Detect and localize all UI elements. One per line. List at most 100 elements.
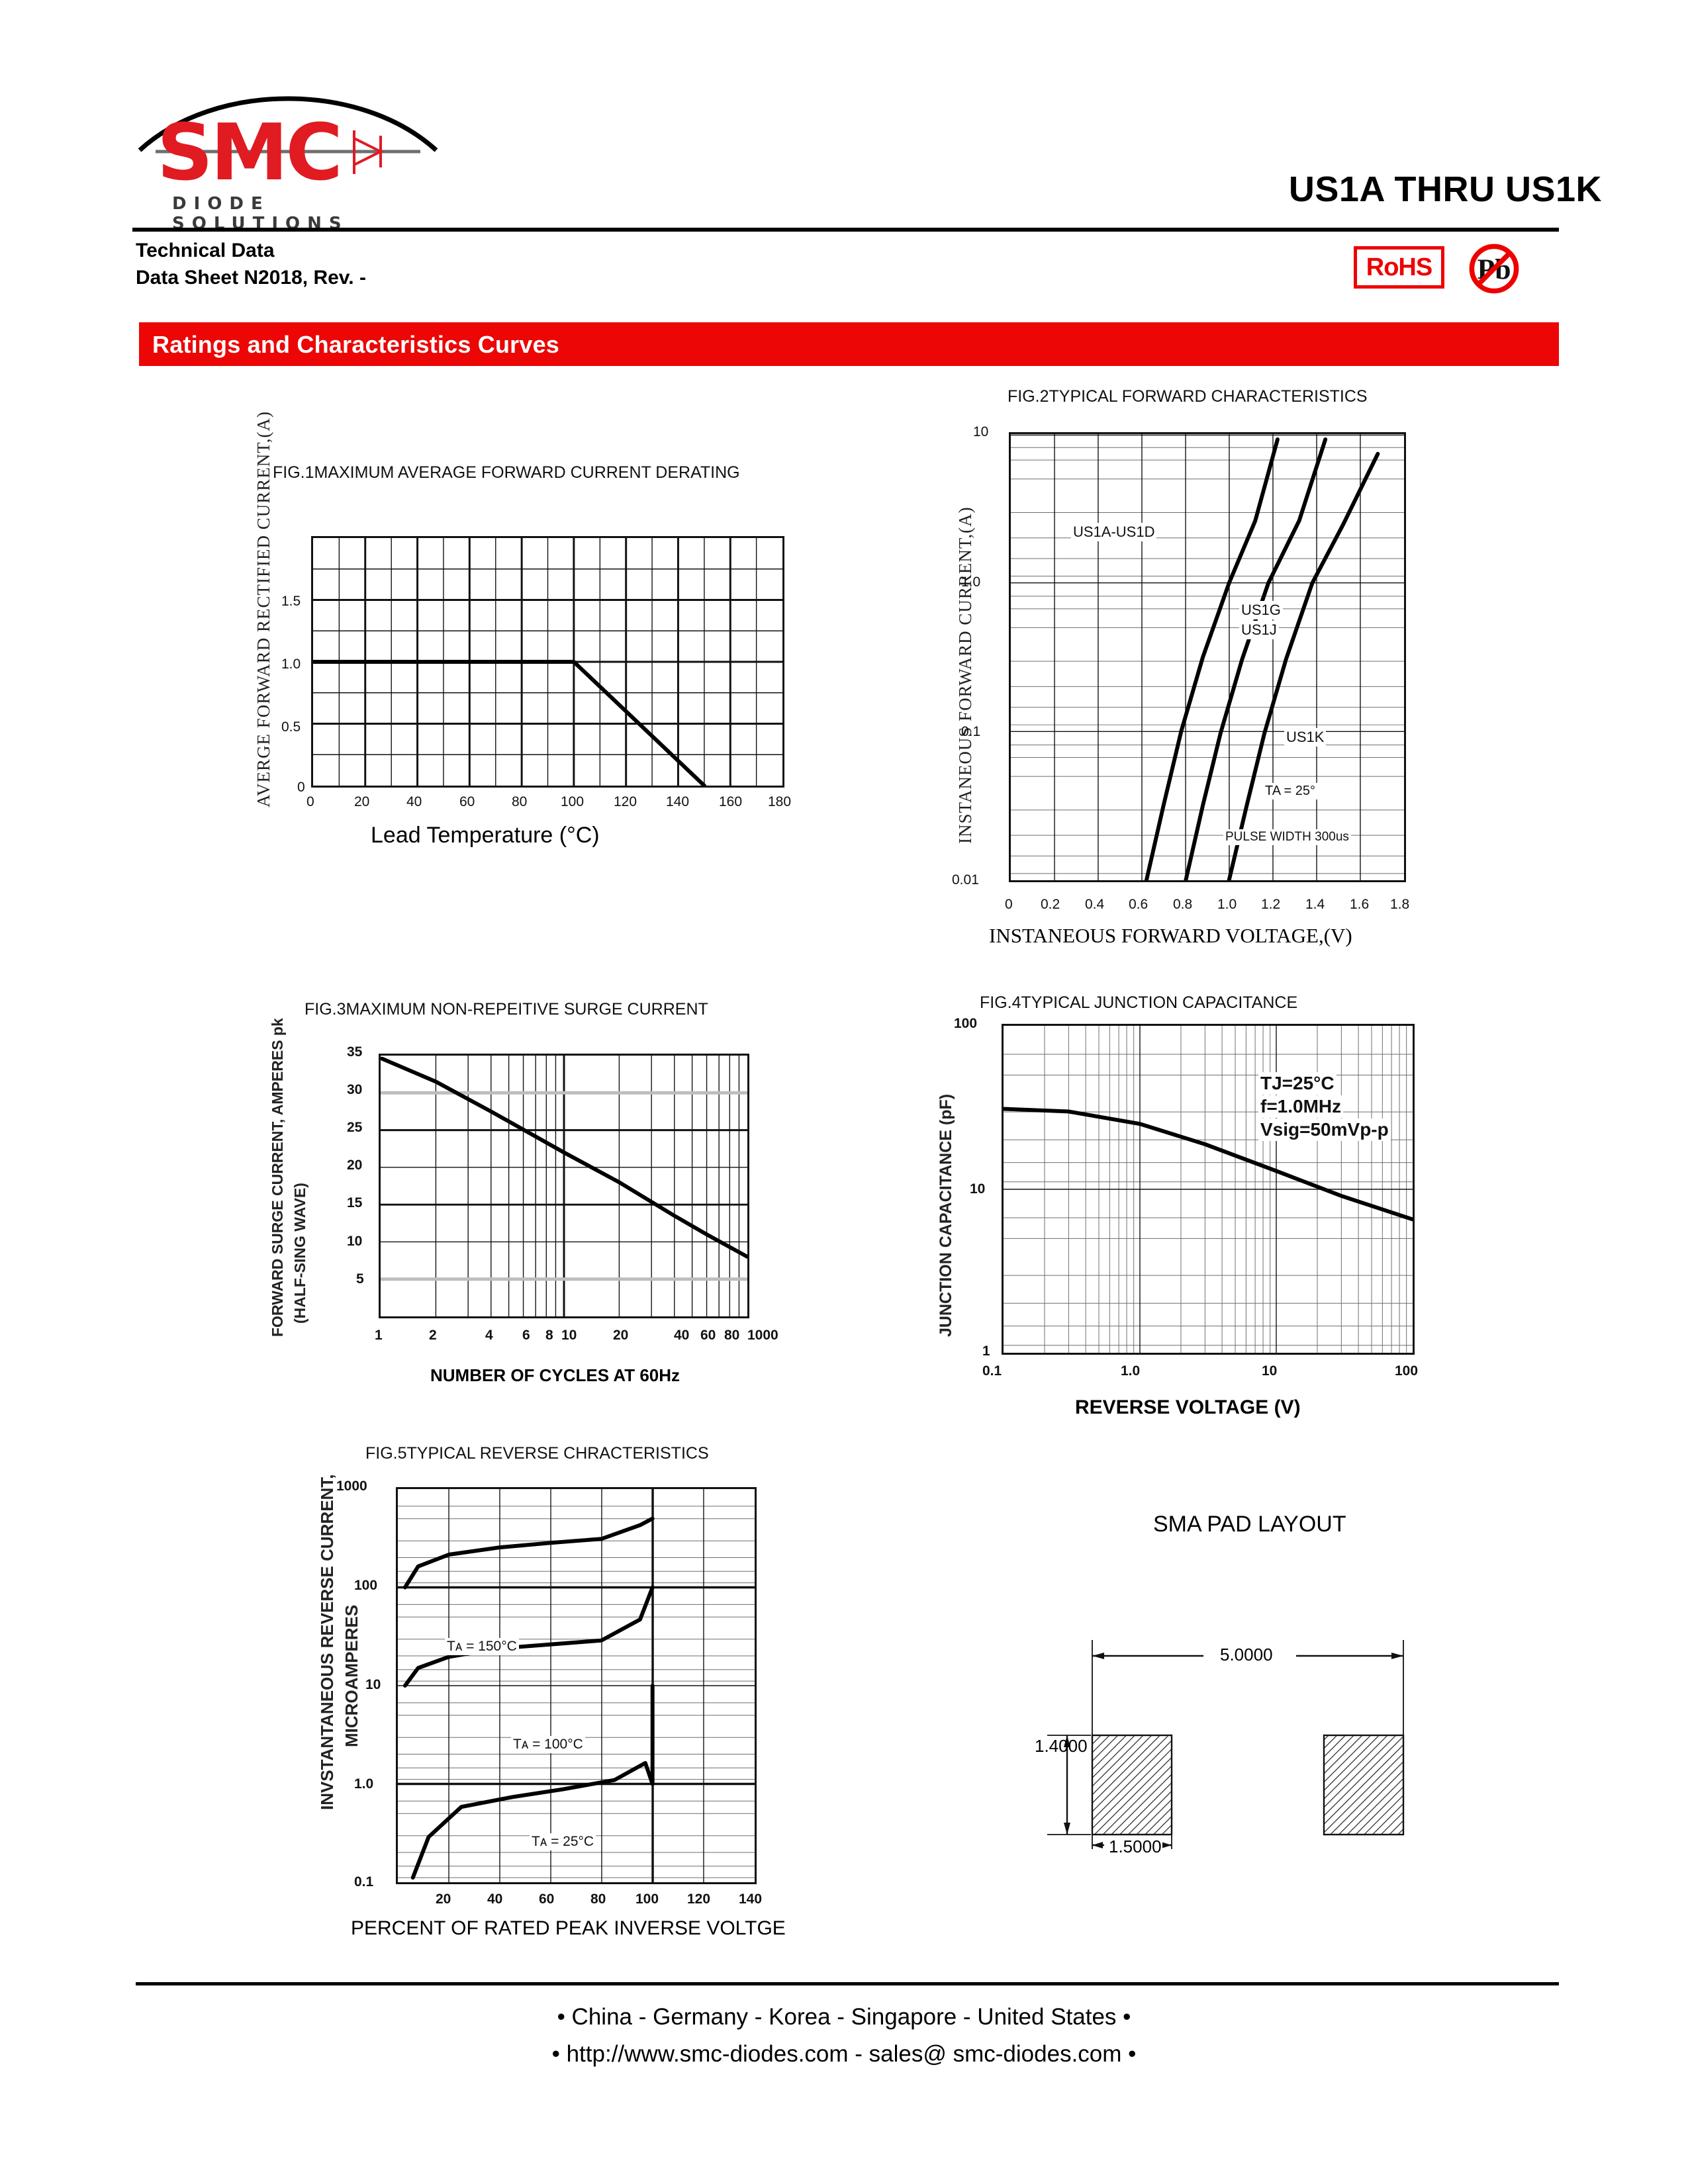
figure-1-title: FIG.1MAXIMUM AVERAGE FORWARD CURRENT DER… <box>273 463 740 482</box>
figure-5-annotation-ta25: Tᴀ = 25°C <box>530 1833 596 1850</box>
figure-2-ytick-10: 10 <box>973 424 989 439</box>
figure-3-ytick-25: 25 <box>347 1120 363 1135</box>
figure-2-annotation-us1g: US1G <box>1239 601 1283 619</box>
figure-1-xtick-5: 100 <box>561 794 585 809</box>
figure-1-xtick-0: 0 <box>306 794 314 809</box>
figure-5-xtick-40: 40 <box>487 1891 503 1907</box>
figure-3-xtick-10: 10 <box>561 1328 577 1343</box>
figure-2-title: FIG.2TYPICAL FORWARD CHARACTERISTICS <box>1008 387 1368 406</box>
figure-2-ytick-01: 0.1 <box>961 724 981 739</box>
figure-2-xtick-7: 1.4 <box>1305 897 1325 912</box>
figure-3-ytick-35: 35 <box>347 1044 363 1060</box>
figure-2-ytick-1: 1.0 <box>961 574 981 590</box>
figure-5-y-axis-label-line1: INVSTANTANEOUS REVERSE CURRENT, <box>317 1474 337 1810</box>
figure-2-annotation-pulse-width: PULSE WIDTH 300us <box>1223 829 1351 845</box>
figure-1-x-axis-label: Lead Temperature (°C) <box>371 823 600 848</box>
figure-2-xtick-1: 0.2 <box>1041 897 1060 912</box>
figure-1-ytick-0: 1.5 <box>281 594 301 609</box>
figure-5-xtick-120: 120 <box>687 1891 711 1907</box>
figure-4-xtick-10: 1.0 <box>1121 1363 1141 1379</box>
datasheet-rev-label: Data Sheet N2018, Rev. - <box>136 267 366 289</box>
figure-4-annotation-frequency: f=1.0MHz <box>1258 1095 1344 1118</box>
figure-5-y-axis-label-line2: MICROAMPERES <box>342 1604 361 1747</box>
figure-5-ytick-1000: 1000 <box>336 1479 367 1494</box>
figure-3-xtick-8: 8 <box>545 1328 553 1343</box>
figure-3-plot <box>379 1054 749 1318</box>
figure-4-annotation-vsig: Vsig=50mVp-p <box>1258 1118 1391 1141</box>
figure-1-ytick-2: 0.5 <box>281 719 301 735</box>
figure-3-x-axis-label: NUMBER OF CYCLES AT 60Hz <box>430 1365 680 1385</box>
section-header-bar: Ratings and Characteristics Curves <box>139 322 1559 366</box>
figure-3-y-axis-label-line1: FORWARD SURGE CURRENT, AMPERES pk <box>269 1018 286 1337</box>
figure-1-xtick-3: 60 <box>459 794 475 809</box>
figure-4-x-axis-label: REVERSE VOLTAGE (V) <box>1075 1396 1301 1418</box>
smc-logo: SMC DIODE SOLUTIONS <box>136 76 440 234</box>
lead-free-pb-icon: Pb <box>1469 244 1519 294</box>
figure-2-xtick-8: 1.6 <box>1350 897 1370 912</box>
technical-data-label: Technical Data <box>136 240 275 261</box>
figure-2-xtick-4: 0.8 <box>1173 897 1193 912</box>
figure-5-xtick-20: 20 <box>436 1891 451 1907</box>
figure-5-annotation-ta150: Tᴀ = 150°C <box>445 1638 519 1655</box>
figure-3-xtick-6: 6 <box>522 1328 530 1343</box>
figure-2-plot <box>1009 432 1406 882</box>
footer-contact[interactable]: • http://www.smc-diodes.com - sales@ smc… <box>551 2041 1137 2067</box>
figure-5-xtick-80: 80 <box>590 1891 606 1907</box>
figure-2-annotation-us1k: US1K <box>1284 728 1327 747</box>
figure-2-xtick-0: 0 <box>1005 897 1013 912</box>
figure-4-y-axis-label: JUNCTION CAPACITANCE (pF) <box>937 1093 955 1337</box>
rohs-badge: RoHS <box>1354 246 1444 289</box>
figure-5-ytick-01: 0.1 <box>354 1874 374 1889</box>
header-divider <box>132 228 1559 232</box>
section-title: Ratings and Characteristics Curves <box>152 331 560 358</box>
figure-2-xtick-3: 0.6 <box>1129 897 1149 912</box>
figure-4-xtick-01: 0.1 <box>982 1363 1002 1379</box>
figure-1-ytick-1: 1.0 <box>281 657 301 672</box>
sma-pad-drawing <box>1047 1640 1405 1853</box>
figure-1-xtick-1: 20 <box>354 794 370 809</box>
figure-5-xtick-60: 60 <box>539 1891 555 1907</box>
footer: • China - Germany - Korea - Singapore - … <box>0 1999 1688 2073</box>
figure-5-xtick-100: 100 <box>635 1891 659 1907</box>
figure-1-xtick-7: 140 <box>666 794 690 809</box>
figure-2-annotation-ta: TA = 25° <box>1263 783 1318 799</box>
figure-5-x-axis-label: PERCENT OF RATED PEAK INVERSE VOLTGE <box>351 1917 786 1939</box>
sma-dim-width: 5.0000 <box>1220 1645 1273 1664</box>
figure-2-xtick-2: 0.4 <box>1085 897 1105 912</box>
figure-2-xtick-6: 1.2 <box>1261 897 1281 912</box>
logo-tagline: DIODE SOLUTIONS <box>172 194 349 234</box>
svg-text:SMC: SMC <box>157 111 340 190</box>
figure-4-ytick-1: 1 <box>982 1343 990 1359</box>
figure-2-y-axis-label: INSTANEOUS FORWARD CURRENT,(A) <box>955 506 975 844</box>
figure-1-ytick-3: 0 <box>297 780 305 795</box>
figure-2-ytick-001: 0.01 <box>952 872 979 887</box>
figure-5-ytick-1: 1.0 <box>354 1776 374 1792</box>
figure-3-xtick-40: 40 <box>674 1328 690 1343</box>
figure-3-xtick-60: 60 <box>700 1328 716 1343</box>
figure-3-xtick-4: 4 <box>485 1328 493 1343</box>
figure-1-xtick-4: 80 <box>512 794 528 809</box>
figure-2-xtick-5: 1.0 <box>1217 897 1237 912</box>
technical-data-block: Technical Data Data Sheet N2018, Rev. - <box>136 237 366 291</box>
rohs-label: RoHS <box>1366 253 1432 281</box>
footer-divider <box>136 1982 1559 1985</box>
figure-4-title: FIG.4TYPICAL JUNCTION CAPACITANCE <box>980 993 1298 1012</box>
figure-1-y-axis-label: AVERGE FORWARD RECTIFIED CURRENT,(A) <box>254 410 273 807</box>
figure-5-ytick-100: 100 <box>354 1578 378 1593</box>
logo-smc-wordmark-icon: SMC <box>156 111 420 190</box>
figure-1-xtick-2: 40 <box>406 794 422 809</box>
sma-pad-layout-title: SMA PAD LAYOUT <box>1153 1512 1346 1537</box>
figure-1-xtick-8: 160 <box>719 794 743 809</box>
page-title: US1A THRU US1K <box>1288 169 1602 209</box>
sma-dim-height: 1.4000 <box>1035 1736 1088 1756</box>
figure-5-ytick-10: 10 <box>365 1677 381 1692</box>
figure-5-title: FIG.5TYPICAL REVERSE CHRACTERISTICS <box>365 1444 709 1463</box>
figure-3-ytick-30: 30 <box>347 1082 363 1097</box>
figure-4-ytick-10: 10 <box>970 1181 986 1197</box>
figure-5-xtick-140: 140 <box>739 1891 763 1907</box>
figure-4-xtick-100: 100 <box>1395 1363 1419 1379</box>
footer-regions: • China - Germany - Korea - Singapore - … <box>557 2004 1131 2030</box>
figure-2-x-axis-label: INSTANEOUS FORWARD VOLTAGE,(V) <box>989 924 1352 947</box>
figure-4-xtick-10b: 10 <box>1262 1363 1278 1379</box>
